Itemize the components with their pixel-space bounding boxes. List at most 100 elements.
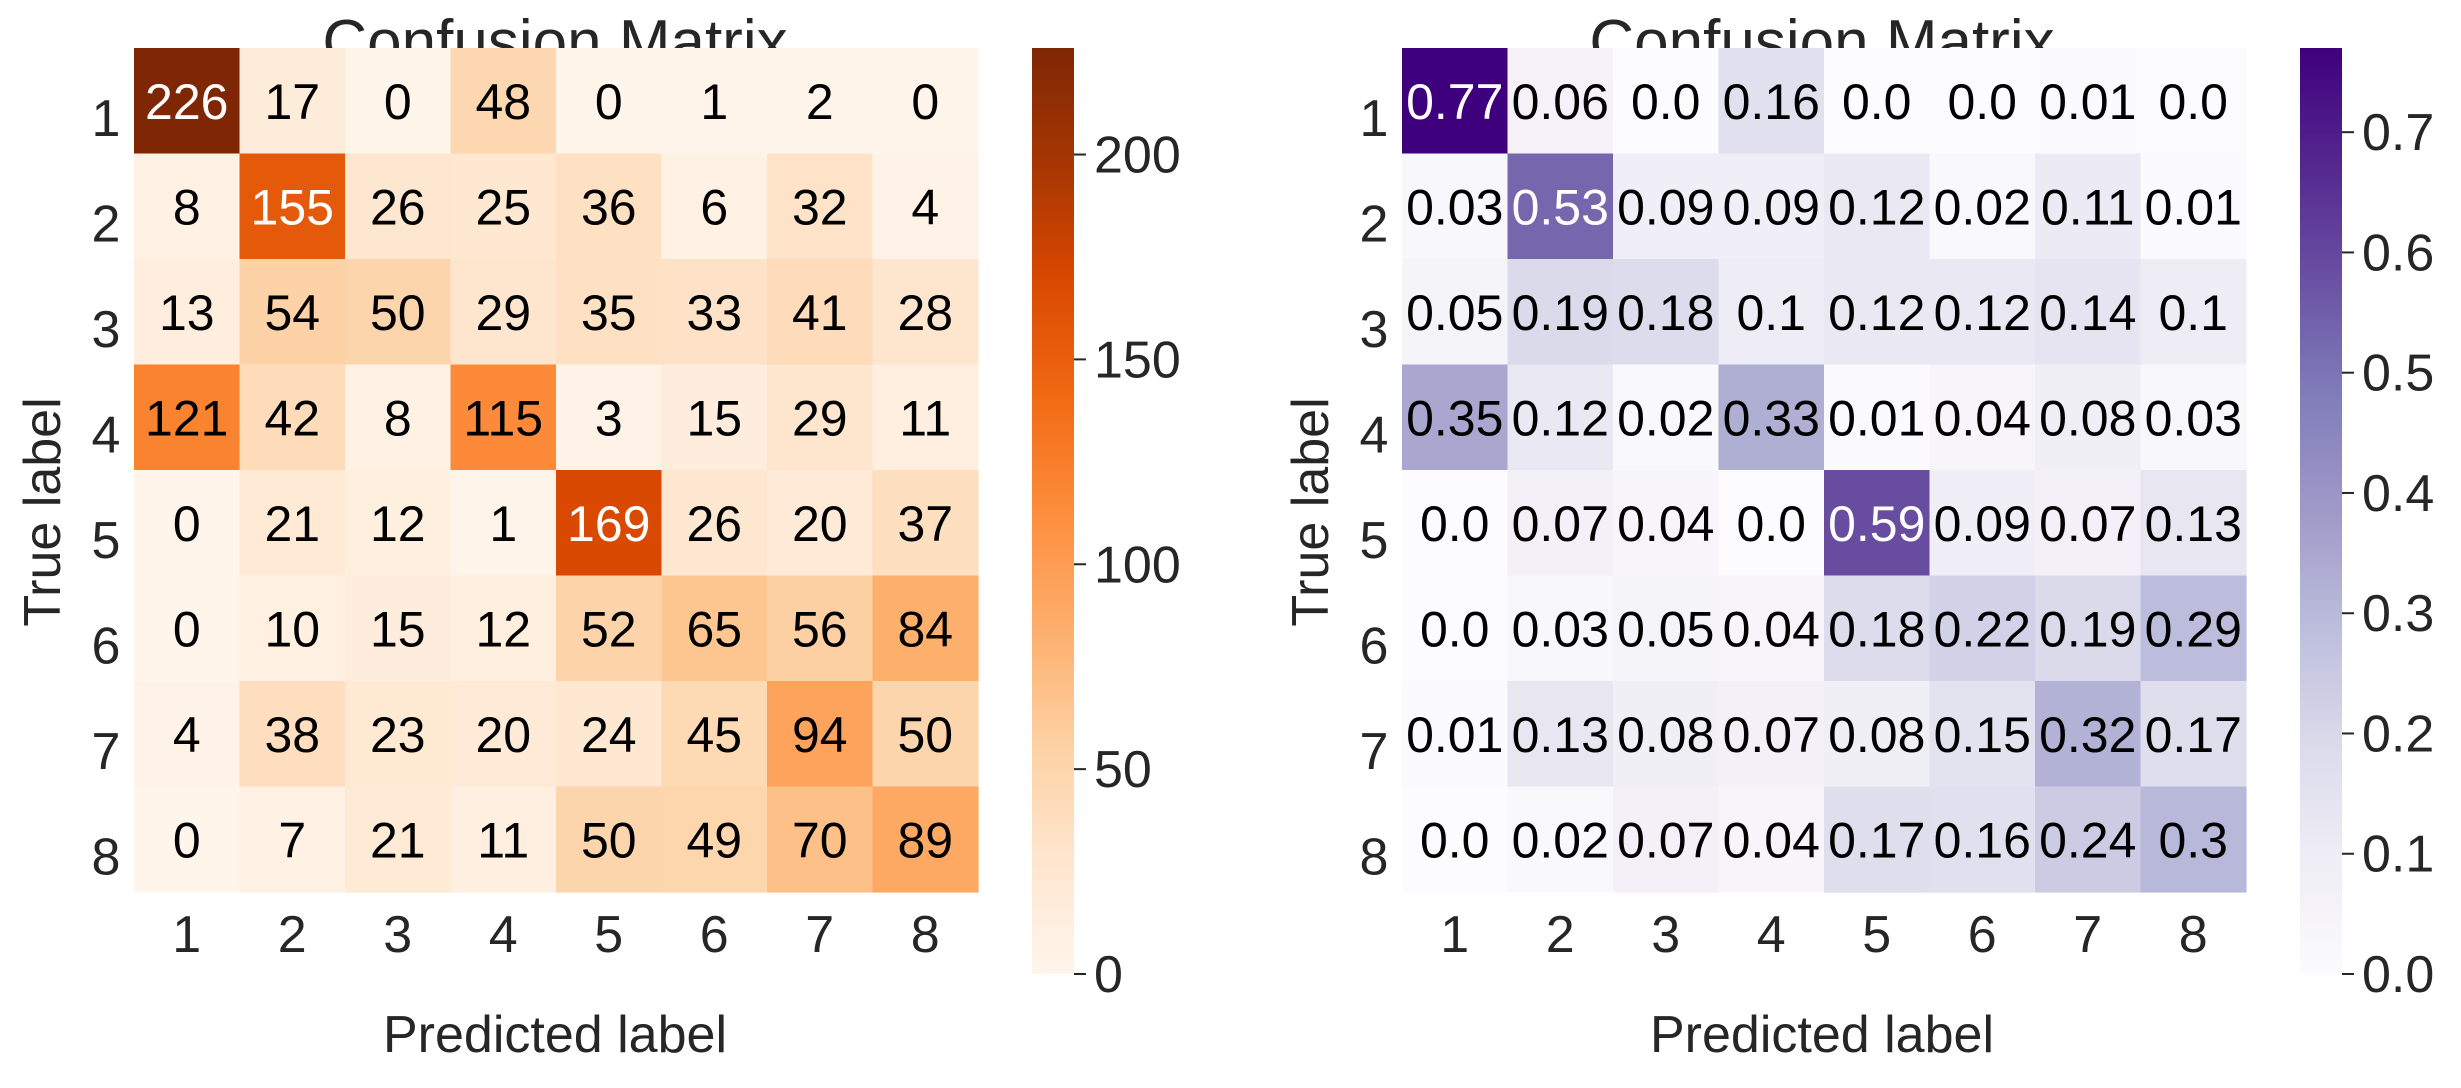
x-tick-label: 6 [1968,906,1997,964]
cell-value-label: 0.18 [1617,285,1714,341]
heatmap-cell-r1-c6 [1929,48,2036,155]
cell-value-label: 0.16 [1934,812,2031,868]
heatmap-cell-r7-c3 [1613,681,1720,788]
cell-value-label: 0.01 [1828,390,1925,446]
heatmap-cell-r2-c6 [661,153,768,260]
heatmap-cell-r2-c2 [1507,153,1614,260]
cell-value-label: 0.02 [1934,179,2031,235]
cell-value-label: 20 [475,707,531,763]
cell-value-label: 0.17 [1828,812,1925,868]
cell-value-label: 11 [477,812,529,868]
x-tick-label: 4 [1757,906,1786,964]
x-tick-label: 7 [805,906,834,964]
cell-value-label: 45 [686,707,742,763]
heatmap-cell-r8-c6 [1929,786,2036,893]
x-tick-label: 3 [383,906,412,964]
cell-value-label: 70 [792,812,848,868]
y-tick-label: 5 [92,512,121,570]
heatmap-cell-r4-c5 [556,364,663,471]
cell-value-label: 0.09 [1934,496,2031,552]
y-tick-label: 4 [92,406,121,464]
cell-value-label: 15 [686,390,742,446]
heatmap-cell-r3-c1 [1402,259,1509,366]
cell-value-label: 12 [370,496,426,552]
cell-value-label: 0.13 [2145,496,2242,552]
x-tick-label: 2 [278,906,307,964]
heatmap-cell-r7-c1 [134,681,241,788]
heatmap-cell-r5-c7 [767,470,874,577]
heatmap-cell-r5-c8 [2140,470,2247,577]
cell-value-label: 155 [251,179,334,235]
cell-value-label: 0.0 [1420,496,1490,552]
x-tick-label: 5 [594,906,623,964]
cell-value-label: 38 [264,707,320,763]
cell-value-label: 56 [792,601,848,657]
heatmap-cell-r2-c8 [2140,153,2247,260]
panel-2-x-ticks: 1 2 3 4 5 6 7 8 [1440,906,2207,964]
heatmap-cell-r6-c2 [1507,575,1614,682]
heatmap-cell-r6-c6 [661,575,768,682]
heatmap-cell-r6-c5 [1824,575,1931,682]
heatmap-cell-r2-c5 [556,153,663,260]
heatmap-cell-r5-c2 [1507,470,1614,577]
heatmap-cell-r4-c8 [2140,364,2247,471]
cell-value-label: 23 [370,707,426,763]
cell-value-label: 25 [475,179,531,235]
heatmap-cell-r5-c6 [661,470,768,577]
panel-1-y-ticks: 1 2 3 4 5 6 7 8 [92,90,121,887]
x-tick-label: 3 [1651,906,1680,964]
cell-value-label: 0.02 [1617,390,1714,446]
cell-value-label: 65 [686,601,742,657]
cell-value-label: 13 [159,285,215,341]
cell-value-label: 115 [463,390,543,446]
colorbar-tick-label: 50 [1094,741,1152,799]
y-tick-label: 2 [92,195,121,253]
heatmap-cell-r6-c7 [767,575,874,682]
x-tick-label: 5 [1862,906,1891,964]
cell-value-label: 20 [792,496,848,552]
heatmap-cell-r4-c2 [1507,364,1614,471]
heatmap-cell-r1-c4 [1718,48,1825,155]
heatmap-cell-r5-c4 [450,470,557,577]
cell-value-label: 89 [897,812,953,868]
cell-value-label: 1 [700,74,728,130]
cell-value-label: 28 [897,285,953,341]
heatmap-cell-r3-c3 [1613,259,1720,366]
colorbar-tick-label: 0.5 [2362,345,2434,403]
cell-value-label: 4 [173,707,201,763]
y-tick-label: 6 [1360,617,1389,675]
cell-value-label: 0.53 [1512,179,1609,235]
y-tick-label: 8 [92,828,121,886]
heatmap-cell-r2-c7 [2035,153,2142,260]
heatmap-cell-r3-c3 [345,259,452,366]
y-tick-label: 4 [1360,406,1389,464]
heatmap-cell-r4-c6 [1929,364,2036,471]
heatmap-cell-r1-c2 [1507,48,1614,155]
cell-value-label: 0 [384,74,412,130]
cell-value-label: 0.0 [2158,74,2228,130]
cell-value-label: 0.22 [1934,601,2031,657]
heatmap-cell-r6-c1 [134,575,241,682]
heatmap-cell-r1-c7 [767,48,874,155]
colorbar-tick-label: 0.0 [2362,946,2434,1004]
x-tick-label: 2 [1546,906,1575,964]
y-tick-label: 1 [1360,90,1389,148]
cell-value-label: 50 [370,285,426,341]
y-tick-label: 6 [92,617,121,675]
heatmap-cell-r2-c3 [345,153,452,260]
cell-value-label: 0.19 [1512,285,1609,341]
heatmap-cell-r3-c5 [1824,259,1931,366]
cell-value-label: 50 [581,812,637,868]
heatmap-cell-r8-c6 [661,786,768,893]
heatmap-cell-r2-c2 [239,153,346,260]
heatmap-cell-r4-c8 [872,364,979,471]
panel-1-x-ticks: 1 2 3 4 5 6 7 8 [172,906,939,964]
cell-value-label: 10 [264,601,320,657]
cell-value-label: 0.15 [1934,707,2031,763]
heatmap-cell-r8-c8 [2140,786,2247,893]
cell-value-label: 1 [489,496,517,552]
cell-value-label: 0.0 [1736,496,1806,552]
cell-value-label: 0 [173,812,201,868]
cell-value-label: 0.05 [1406,285,1503,341]
